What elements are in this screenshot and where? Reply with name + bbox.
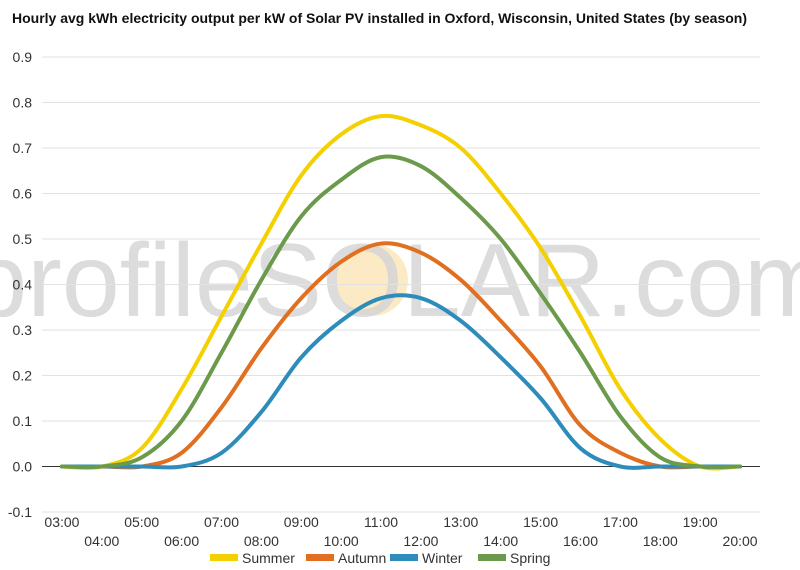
legend-label-spring: Spring	[510, 550, 550, 566]
y-axis: -0.1 0.0 0.1 0.2 0.3 0.4 0.5 0.6 0.7 0.8 0.9	[8, 49, 32, 520]
series-line-summer	[59, 113, 743, 471]
y-tick-label: 0.2	[13, 368, 33, 384]
x-tick-label: 18:00	[643, 533, 678, 549]
y-tick-label: 0.4	[13, 277, 33, 293]
x-tick-label: 09:00	[284, 514, 319, 530]
x-tick-label: 20:00	[723, 533, 758, 549]
x-tick-label: 19:00	[683, 514, 718, 530]
series-line-spring	[59, 154, 743, 470]
x-tick-label: 14:00	[483, 533, 518, 549]
x-axis: 03:00 04:00 05:00 06:00 07:00 08:00 09:00 10:00…	[44, 514, 757, 549]
y-tick-label: 0.3	[13, 322, 33, 338]
y-tick-label: -0.1	[8, 504, 32, 520]
legend-swatch-autumn	[306, 554, 334, 561]
grid-lines	[42, 56, 760, 513]
x-tick-label: 15:00	[523, 514, 558, 530]
watermark: profileSOLAR.com	[0, 223, 800, 339]
x-tick-label: 11:00	[364, 514, 398, 530]
legend-label-winter: Winter	[422, 550, 463, 566]
legend-swatch-summer	[210, 554, 238, 561]
x-tick-label: 06:00	[164, 533, 199, 549]
x-tick-label: 07:00	[204, 514, 239, 530]
x-tick-label: 13:00	[443, 514, 478, 530]
x-tick-label: 04:00	[84, 533, 119, 549]
series-line-winter	[59, 293, 743, 470]
x-tick-label: 10:00	[324, 533, 359, 549]
y-tick-label: 0.0	[13, 459, 33, 475]
y-tick-label: 0.5	[13, 231, 33, 247]
chart-title: Hourly avg kWh electricity output per kW…	[12, 10, 747, 26]
series-line-autumn	[59, 241, 743, 470]
x-tick-label: 03:00	[44, 514, 79, 530]
x-tick-label: 05:00	[124, 514, 159, 530]
y-tick-label: 0.9	[13, 49, 33, 65]
y-tick-label: 0.8	[13, 95, 33, 111]
x-tick-label: 12:00	[403, 533, 438, 549]
legend-swatch-spring	[478, 554, 506, 561]
legend-swatch-winter	[390, 554, 418, 561]
series-lines	[59, 113, 743, 471]
legend-label-summer: Summer	[242, 550, 295, 566]
legend: Summer Autumn Winter Spring	[210, 550, 550, 566]
y-tick-label: 0.1	[13, 413, 33, 429]
y-tick-label: 0.6	[13, 186, 33, 202]
watermark-text: profileSOLAR.com	[0, 223, 800, 339]
y-tick-label: 0.7	[13, 140, 33, 156]
x-tick-label: 17:00	[603, 514, 638, 530]
x-tick-label: 08:00	[244, 533, 279, 549]
legend-label-autumn: Autumn	[338, 550, 386, 566]
x-tick-label: 16:00	[563, 533, 598, 549]
